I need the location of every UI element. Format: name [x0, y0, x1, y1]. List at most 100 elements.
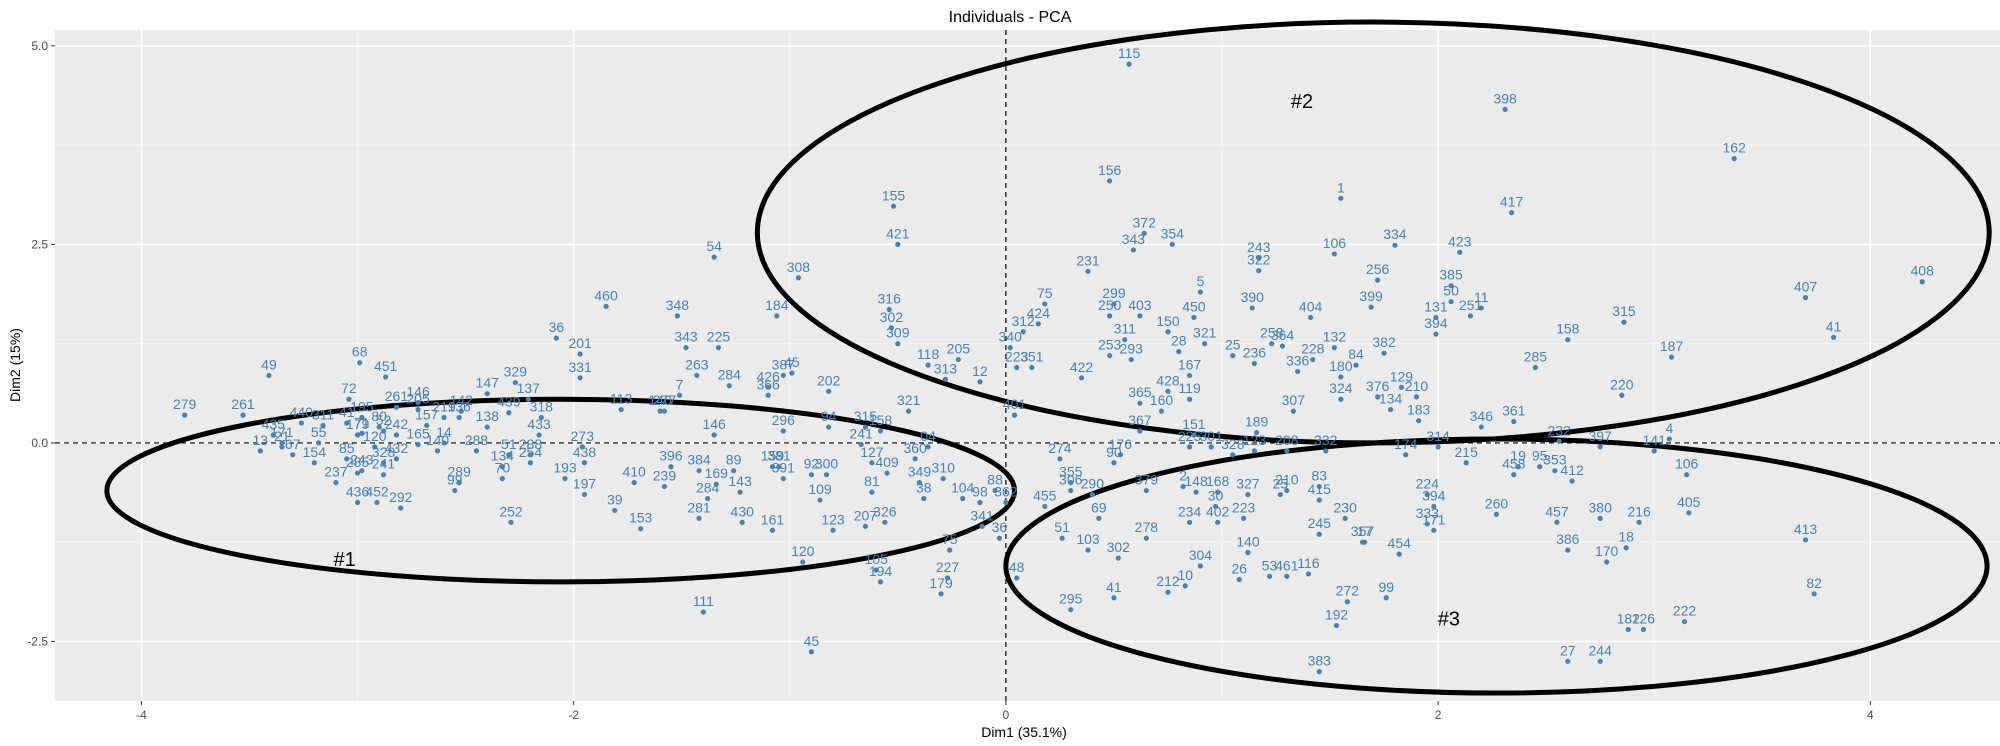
data-point — [536, 432, 542, 438]
data-point — [1305, 571, 1312, 577]
point-label: 376 — [1366, 378, 1390, 394]
data-point — [1236, 576, 1242, 583]
data-point — [1537, 464, 1543, 470]
data-point — [1686, 510, 1692, 516]
data-point — [1413, 394, 1420, 400]
point-label: 386 — [1556, 531, 1580, 547]
data-point — [1230, 452, 1236, 458]
data-point — [1277, 491, 1283, 498]
point-label: 143 — [728, 473, 752, 489]
data-point — [1532, 364, 1538, 371]
point-label: 231 — [1076, 252, 1100, 268]
plot-panel — [55, 30, 2000, 701]
point-label: 311 — [1114, 321, 1137, 337]
point-label: 193 — [553, 460, 577, 476]
point-label: 50 — [1443, 283, 1459, 299]
data-point — [921, 495, 927, 502]
data-point — [1435, 444, 1441, 450]
data-point — [311, 460, 317, 466]
data-point — [696, 515, 702, 521]
data-point — [1403, 452, 1409, 458]
point-label: 194 — [869, 563, 893, 579]
point-label: 353 — [1543, 452, 1567, 468]
point-label: 54 — [706, 238, 722, 254]
data-point — [1126, 61, 1132, 67]
data-point — [1316, 483, 1322, 490]
data-point — [393, 404, 400, 410]
data-point — [696, 468, 702, 474]
point-label: 328 — [372, 444, 396, 460]
point-label: 216 — [1627, 503, 1651, 519]
data-point — [1636, 519, 1642, 525]
data-point — [1256, 268, 1262, 274]
point-label: 158 — [869, 412, 893, 428]
point-label: 39 — [607, 491, 623, 507]
data-point — [1202, 341, 1208, 347]
data-point — [1186, 444, 1193, 450]
point-label: 212 — [1156, 573, 1180, 589]
data-point — [977, 499, 983, 506]
data-point — [789, 370, 795, 376]
reference-lines — [55, 30, 2000, 701]
data-point — [888, 325, 894, 331]
point-label: 241 — [372, 456, 396, 472]
data-point — [826, 388, 832, 394]
point-label: 455 — [1033, 487, 1057, 503]
point-label: 321 — [897, 392, 921, 408]
data-point — [1448, 283, 1454, 289]
data-point — [1433, 331, 1439, 337]
point-label: 21 — [274, 428, 290, 444]
point-label: 157 — [415, 406, 439, 422]
point-label: 205 — [947, 341, 971, 357]
data-point — [1128, 356, 1134, 363]
point-label: 343 — [1122, 231, 1146, 247]
data-point — [676, 392, 683, 398]
data-point — [1011, 412, 1018, 418]
point-label: 99 — [1378, 579, 1394, 595]
data-point — [1057, 456, 1063, 462]
point-label: 70 — [495, 460, 511, 476]
data-point — [354, 499, 361, 506]
point-label: 182 — [1617, 611, 1641, 627]
data-point — [1433, 314, 1439, 321]
point-label: 92 — [804, 456, 820, 472]
data-point — [393, 432, 400, 438]
point-label: 207 — [854, 507, 878, 523]
point-label: 225 — [707, 329, 731, 345]
data-point — [1107, 352, 1113, 359]
x-tick-label: -2 — [568, 708, 579, 722]
point-label: 285 — [346, 454, 370, 470]
point-label: 452 — [365, 483, 389, 499]
data-point — [886, 306, 892, 313]
point-label: 281 — [687, 499, 711, 515]
point-label: 322 — [1247, 252, 1271, 268]
point-label: 382 — [1372, 334, 1396, 350]
point-label: 41 — [339, 404, 355, 420]
point-label: 205 — [406, 391, 430, 407]
point-label: 219 — [432, 399, 456, 415]
data-point — [344, 456, 350, 462]
point-label: 123 — [821, 511, 845, 527]
point-label: 407 — [1794, 279, 1818, 295]
point-label: 82 — [1806, 575, 1822, 591]
point-label: 300 — [815, 456, 839, 472]
data-point — [774, 313, 780, 319]
data-point — [182, 412, 188, 418]
data-point — [715, 345, 722, 351]
data-point — [506, 410, 512, 416]
point-label: 71 — [354, 414, 370, 430]
point-label: 134 — [491, 448, 515, 464]
x-tick-label: 4 — [1867, 708, 1874, 722]
data-point — [1284, 487, 1290, 494]
point-label: 318 — [530, 399, 554, 415]
data-point — [1068, 487, 1074, 494]
data-point — [631, 480, 637, 486]
point-label: 109 — [808, 481, 832, 497]
point-label: 19 — [1510, 448, 1526, 464]
point-label: 179 — [346, 416, 370, 432]
point-label: 440 — [290, 404, 314, 420]
data-point — [1344, 599, 1350, 605]
data-point — [1117, 452, 1124, 458]
data-point — [765, 392, 771, 398]
